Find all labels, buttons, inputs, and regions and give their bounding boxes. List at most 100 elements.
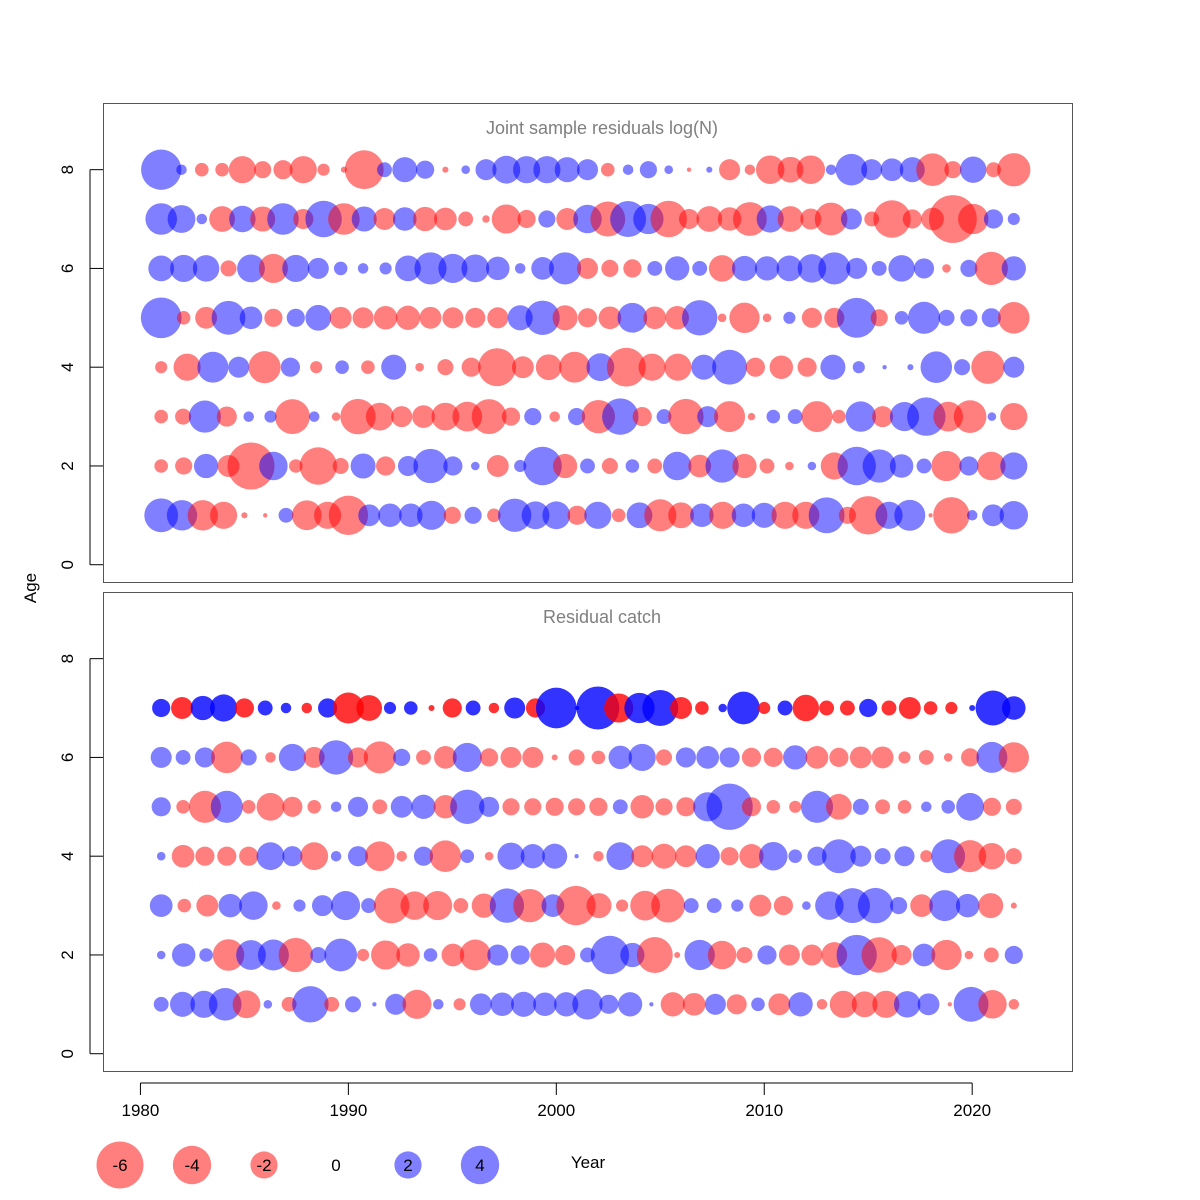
residual-bubble xyxy=(601,162,615,177)
residual-bubble xyxy=(630,795,654,819)
residual-bubble xyxy=(749,894,772,917)
residual-bubble xyxy=(1001,256,1026,281)
residual-bubble xyxy=(882,365,887,370)
residual-bubble xyxy=(705,449,739,483)
residual-bubble xyxy=(797,254,827,283)
residual-bubble xyxy=(195,846,215,866)
residual-bubble xyxy=(759,841,788,871)
residual-bubble xyxy=(1005,798,1022,815)
residual-bubble xyxy=(598,306,622,330)
legend-label: 0 xyxy=(331,1156,340,1175)
residual-bubble xyxy=(520,844,545,869)
residual-bubble xyxy=(227,442,275,490)
residual-bubble xyxy=(873,200,911,238)
residual-bubble xyxy=(170,254,198,282)
residual-bubble xyxy=(196,894,219,917)
residual-bubble xyxy=(783,745,808,770)
residual-bubble xyxy=(531,257,554,280)
residual-bubble xyxy=(166,500,198,531)
residual-bubble xyxy=(379,262,392,275)
residual-bubble xyxy=(433,999,444,1010)
residual-bubble xyxy=(894,499,926,531)
residual-bubble xyxy=(282,796,303,817)
residual-bubble xyxy=(372,799,388,815)
residual-bubble xyxy=(330,801,342,813)
residual-bubble xyxy=(707,940,737,970)
residual-bubble xyxy=(176,164,187,175)
residual-bubble xyxy=(350,453,376,479)
residual-bubble xyxy=(983,947,999,963)
residual-bubble xyxy=(929,890,961,922)
residual-bubble xyxy=(498,498,532,532)
residual-bubble xyxy=(807,461,817,471)
residual-bubble xyxy=(593,850,604,862)
residual-bubble xyxy=(210,501,238,529)
panel-frame xyxy=(103,592,1073,1072)
residual-bubble xyxy=(982,797,1002,816)
residual-bubble xyxy=(787,409,803,425)
residual-bubble xyxy=(533,992,557,1017)
x-tick-label: 1980 xyxy=(122,1101,160,1120)
residual-bubble xyxy=(1008,999,1020,1010)
legend-bubble xyxy=(172,1145,212,1185)
residual-bubble xyxy=(805,746,829,769)
residual-bubble xyxy=(511,356,534,379)
residual-bubble xyxy=(442,698,462,718)
residual-bubble xyxy=(688,454,712,478)
residual-bubble xyxy=(538,210,556,228)
y-tick-label: 2 xyxy=(58,461,77,470)
residual-bubble xyxy=(777,206,804,232)
residual-bubble xyxy=(149,894,173,917)
residual-bubble xyxy=(674,845,697,868)
residual-bubble xyxy=(208,987,242,1021)
residual-bubble xyxy=(656,409,672,425)
residual-bubble xyxy=(412,405,435,428)
residual-bubble xyxy=(644,499,677,532)
residual-bubble xyxy=(209,206,235,232)
residual-bubble xyxy=(278,507,294,523)
residual-bubble xyxy=(450,789,485,824)
residual-bubble xyxy=(913,258,935,279)
residual-bubble xyxy=(240,749,257,766)
residual-bubble xyxy=(682,300,718,336)
residual-bubble xyxy=(631,845,654,868)
residual-bubble xyxy=(486,256,510,281)
residual-bubble xyxy=(719,159,741,181)
residual-bubble xyxy=(471,461,480,471)
residual-bubble xyxy=(894,846,915,867)
residual-bubble xyxy=(589,797,608,816)
residual-bubble xyxy=(196,213,208,225)
residual-bubble xyxy=(976,741,1008,773)
residual-bubble xyxy=(500,746,522,768)
residual-bubble xyxy=(555,944,576,966)
panel-joint-sample-residuals: Joint sample residuals log(N) 0 2 4 6 8 xyxy=(58,103,1073,583)
residual-bubble xyxy=(881,700,897,716)
residual-bubble xyxy=(576,159,599,181)
residual-bubble xyxy=(308,411,320,422)
residual-bubble xyxy=(324,996,340,1012)
residual-bubble xyxy=(210,790,243,823)
residual-bubble xyxy=(977,451,1006,481)
residual-bubble xyxy=(156,851,166,861)
residual-bubble xyxy=(938,309,955,326)
y-tick-label: 2 xyxy=(58,950,77,959)
residual-bubble xyxy=(601,457,618,475)
residual-bubble xyxy=(291,500,322,531)
residual-bubble xyxy=(352,307,374,329)
residual-bubble xyxy=(556,885,596,926)
residual-bubble xyxy=(504,697,526,719)
residual-bubble xyxy=(393,207,417,231)
residual-bubble xyxy=(836,297,877,338)
residual-bubble xyxy=(651,843,677,869)
residual-bubble xyxy=(574,854,579,859)
residual-bubble xyxy=(278,937,313,973)
residual-bubble xyxy=(958,203,989,235)
residual-bubble xyxy=(413,846,434,866)
residual-bubble xyxy=(632,407,652,427)
residual-bubble xyxy=(708,255,736,282)
residual-bubble xyxy=(552,453,578,479)
residual-bubble xyxy=(391,406,413,428)
residual-bubble xyxy=(776,255,803,282)
residual-bubble xyxy=(763,747,783,768)
residual-bubble xyxy=(554,992,579,1017)
